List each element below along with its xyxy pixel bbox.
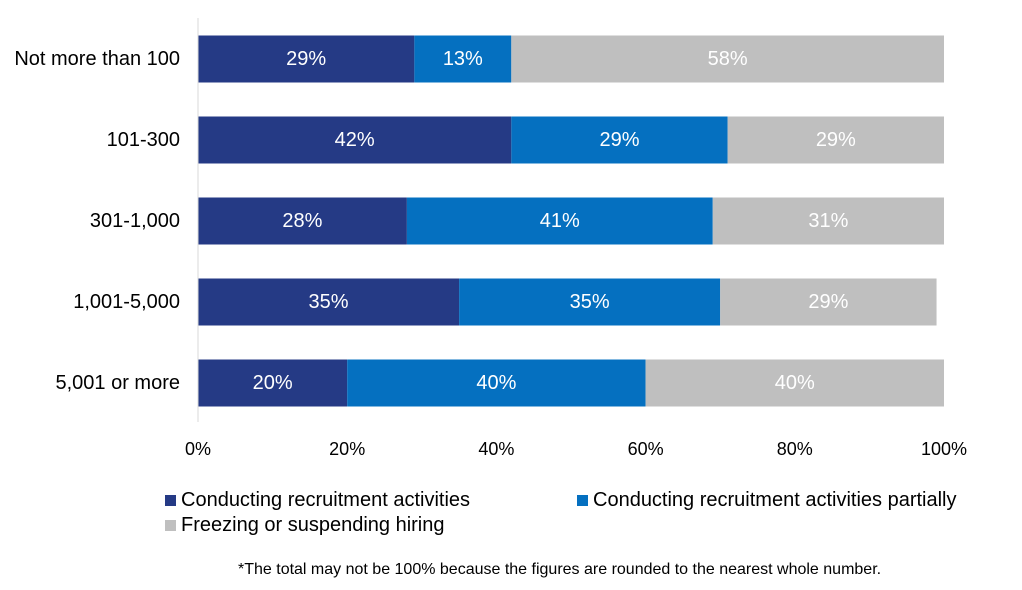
legend-label: Conducting recruitment activities (181, 489, 471, 511)
data-label: 42% (335, 129, 375, 151)
x-tick-label: 40% (478, 439, 514, 459)
data-label: 31% (808, 210, 848, 232)
bar-segment (406, 197, 713, 245)
x-axis-ticks: 0% 20% 40% 60% 80% 100% (185, 439, 967, 459)
bar-segment (511, 116, 728, 164)
legend-item-freezing: Freezing or suspending hiring (165, 514, 445, 537)
data-label: 13% (443, 48, 483, 70)
data-label: 41% (540, 210, 580, 232)
bar-segment (511, 35, 944, 83)
data-label: 58% (708, 48, 748, 70)
bar-segment (459, 278, 721, 326)
data-label: 40% (476, 372, 516, 394)
data-label: 29% (286, 48, 326, 70)
bar-segment (198, 197, 407, 245)
category-label: 5,001 or more (55, 372, 180, 394)
data-label: 35% (309, 291, 349, 313)
category-label: 301-1,000 (90, 210, 180, 232)
x-tick-label: 60% (628, 439, 664, 459)
data-label: 40% (775, 372, 815, 394)
category-label: 101-300 (107, 129, 180, 151)
bar-segment (198, 359, 348, 407)
x-tick-label: 100% (921, 439, 967, 459)
bar-segment (414, 35, 512, 83)
bar-segment (198, 116, 512, 164)
legend-item-conducting: Conducting recruitment activities (165, 489, 470, 512)
data-label: 28% (282, 210, 322, 232)
legend-item-partially: Conducting recruitment activities partia… (577, 489, 957, 512)
legend-swatch-icon (165, 520, 176, 531)
bar-segment (347, 359, 646, 407)
bar-segment (198, 35, 415, 83)
bar-segment (720, 278, 937, 326)
x-tick-label: 20% (329, 439, 365, 459)
category-label: 1,001-5,000 (73, 291, 180, 313)
data-label: 29% (808, 291, 848, 313)
data-label: 35% (570, 291, 610, 313)
legend-label: Freezing or suspending hiring (181, 514, 445, 536)
bar-segment (727, 116, 944, 164)
legend-swatch-icon (165, 495, 176, 506)
bar-segment (712, 197, 944, 245)
category-label: Not more than 100 (14, 48, 180, 70)
footnote: *The total may not be 100% because the f… (238, 561, 882, 578)
x-tick-label: 80% (777, 439, 813, 459)
bar-segment (645, 359, 944, 407)
data-label: 29% (599, 129, 639, 151)
category-labels: Not more than 100 101-300 301-1,000 1,001-5… (14, 48, 180, 394)
bars-group: 29% 13% 58% 42% 29% 29% 28% 41% 31% 35% 35% 29% 20% 4… (198, 35, 944, 407)
legend-swatch-icon (577, 495, 588, 506)
legend-label: Conducting recruitment activities partia… (593, 489, 957, 511)
stacked-bar-chart: 29% 13% 58% 42% 29% 29% 28% 41% 31% 35% 35% 29% 20% 4… (14, 18, 967, 459)
data-label: 20% (253, 372, 293, 394)
x-tick-label: 0% (185, 439, 211, 459)
data-label: 29% (816, 129, 856, 151)
bar-segment (198, 278, 460, 326)
